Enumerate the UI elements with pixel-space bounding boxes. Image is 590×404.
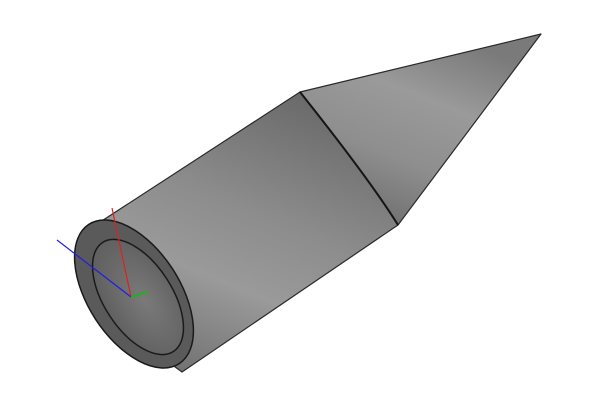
axis-triad — [56, 207, 149, 298]
x-axis-line — [111, 207, 132, 298]
cone-seam-edge — [299, 91, 399, 226]
y-axis-line — [130, 291, 149, 298]
z-axis-line — [56, 239, 132, 298]
end-face-inner-bore[interactable] — [74, 224, 202, 370]
